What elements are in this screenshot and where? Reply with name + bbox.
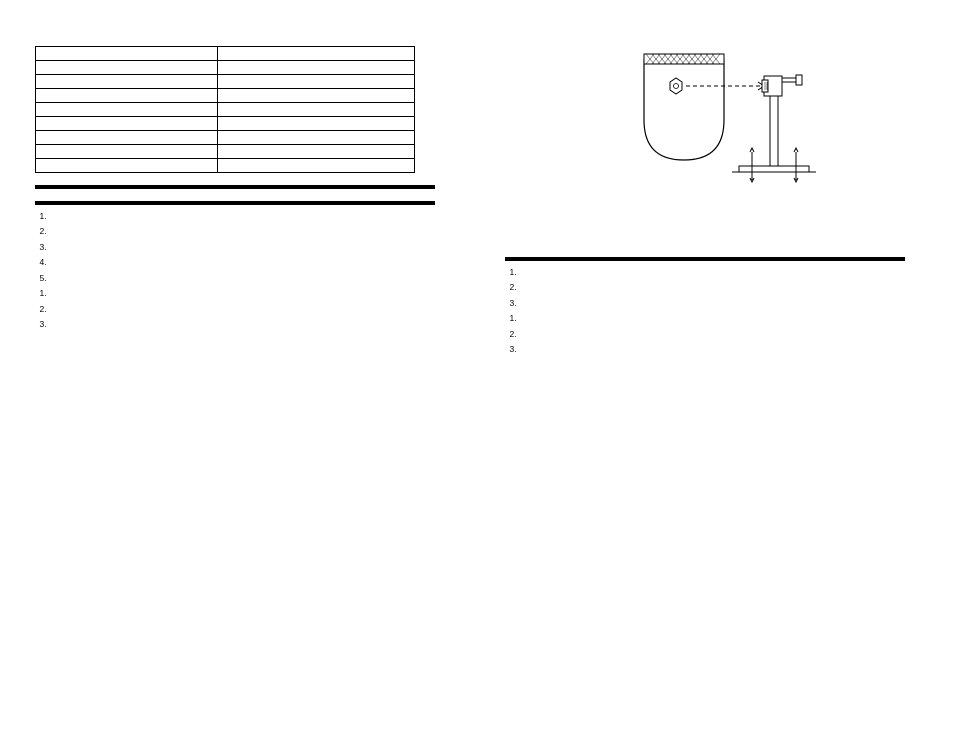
list-item xyxy=(519,344,915,355)
section-bar-description xyxy=(35,185,435,189)
left-column xyxy=(35,40,445,362)
mac-steps xyxy=(505,313,915,355)
list-item xyxy=(519,329,915,340)
spec-key xyxy=(36,131,218,145)
standard-steps xyxy=(35,288,445,330)
list-item xyxy=(519,267,915,278)
table-row xyxy=(36,145,415,159)
spec-table xyxy=(35,46,415,173)
right-column xyxy=(505,40,915,362)
list-item xyxy=(49,288,445,299)
list-item xyxy=(519,282,915,293)
table-row xyxy=(36,159,415,173)
spec-val xyxy=(217,89,414,103)
table-row xyxy=(36,131,415,145)
desktop-steps xyxy=(35,211,445,284)
list-item xyxy=(49,304,445,315)
spec-key xyxy=(36,75,218,89)
spec-val xyxy=(217,117,414,131)
spec-val xyxy=(217,61,414,75)
spec-key xyxy=(36,47,218,61)
spec-val xyxy=(217,47,414,61)
table-row xyxy=(36,61,415,75)
spec-val xyxy=(217,145,414,159)
spec-val xyxy=(217,103,414,117)
table-row xyxy=(36,75,415,89)
spec-key xyxy=(36,103,218,117)
section-bar-operation xyxy=(505,257,905,261)
windows-steps xyxy=(505,267,915,309)
spec-val xyxy=(217,159,414,173)
figure-1-diagram xyxy=(624,40,854,212)
list-item xyxy=(519,313,915,324)
spec-val xyxy=(217,75,414,89)
list-item xyxy=(49,211,445,222)
spec-key xyxy=(36,117,218,131)
table-row xyxy=(36,89,415,103)
spec-key xyxy=(36,89,218,103)
table-row xyxy=(36,47,415,61)
table-row xyxy=(36,103,415,117)
page-columns xyxy=(35,40,919,362)
list-item xyxy=(49,226,445,237)
list-item xyxy=(49,257,445,268)
list-item xyxy=(49,319,445,330)
spec-val xyxy=(217,131,414,145)
microphone-diagram-icon xyxy=(624,40,854,210)
section-bar-installation xyxy=(35,201,435,205)
list-item xyxy=(519,298,915,309)
table-row xyxy=(36,117,415,131)
list-item xyxy=(49,242,445,253)
spec-key xyxy=(36,159,218,173)
list-item xyxy=(49,273,445,284)
spec-key xyxy=(36,61,218,75)
spec-key xyxy=(36,145,218,159)
